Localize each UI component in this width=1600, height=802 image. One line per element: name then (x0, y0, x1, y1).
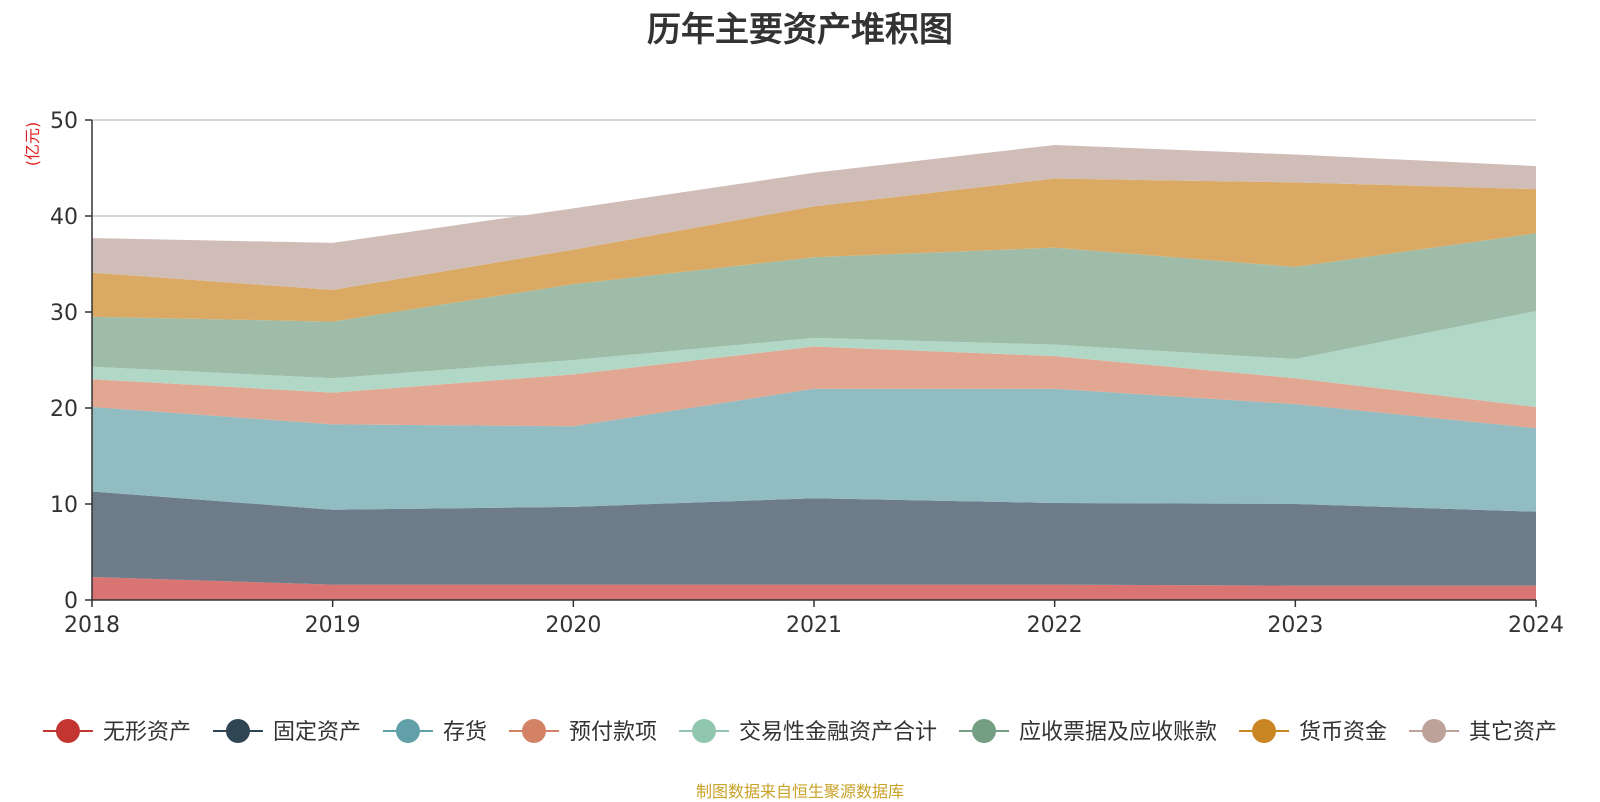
x-tick-label-2023: 2023 (1267, 613, 1323, 638)
legend-item-1[interactable]: 固定资产 (212, 719, 361, 745)
source-note: 制图数据来自恒生聚源数据库 (695, 782, 904, 801)
legend-item-6[interactable]: 货币资金 (1239, 719, 1387, 745)
y-tick-label-10: 10 (50, 493, 78, 518)
legend-marker-1 (225, 719, 250, 743)
area-series-7[interactable] (92, 144, 1536, 290)
x-tick-label-2021: 2021 (786, 613, 842, 638)
legend-item-7[interactable]: 其它资产 (1409, 719, 1557, 745)
y-tick-label-50: 50 (50, 109, 78, 134)
legend-item-4[interactable]: 交易性金融资产合计 (679, 719, 937, 745)
area-series-6[interactable] (92, 178, 1536, 322)
axes: 0 10 20 30 40 50 2018 2019 2020 2021 2022 2023 2024 (50, 109, 1564, 638)
legend-item-0[interactable]: 无形资产 (42, 719, 191, 745)
legend-marker-5 (972, 719, 997, 743)
area-series-layer (92, 144, 1536, 600)
x-tick-label-2024: 2024 (1508, 613, 1564, 638)
y-tick-label-30: 30 (50, 301, 78, 326)
legend-label-1: 固定资产 (273, 720, 361, 745)
area-series-0[interactable] (92, 576, 1536, 600)
y-tick-label-20: 20 (50, 397, 78, 422)
x-tick-label-2020: 2020 (545, 613, 601, 638)
legend-marker-2 (395, 719, 420, 743)
legend-item-5[interactable]: 应收票据及应收账款 (959, 719, 1217, 745)
x-tick-label-2022: 2022 (1027, 613, 1083, 638)
legend-label-5: 应收票据及应收账款 (1019, 720, 1217, 745)
x-tick-label-2019: 2019 (305, 613, 361, 638)
area-series-3[interactable] (92, 346, 1536, 429)
legend-item-2[interactable]: 存货 (382, 719, 487, 745)
legend-marker-6 (1252, 719, 1277, 743)
legend-item-3[interactable]: 预付款项 (508, 719, 657, 745)
area-series-5[interactable] (92, 233, 1536, 379)
legend[interactable]: 无形资产 固定资产 存货 预付款项 交易性金融资产合计 应收票据及应收账款 货币资金 其它资产 (42, 719, 1557, 745)
legend-label-7: 其它资产 (1469, 720, 1557, 745)
y-tick-label-40: 40 (50, 205, 78, 230)
area-series-4[interactable] (92, 311, 1536, 408)
legend-label-0: 无形资产 (103, 720, 191, 745)
legend-label-6: 货币资金 (1299, 720, 1387, 745)
area-series-2[interactable] (92, 388, 1536, 512)
legend-marker-4 (692, 719, 716, 743)
legend-marker-0 (55, 719, 80, 743)
legend-label-3: 预付款项 (569, 720, 657, 745)
legend-label-4: 交易性金融资产合计 (739, 720, 937, 745)
x-tick-label-2018: 2018 (64, 613, 120, 638)
y-tick-label-0: 0 (64, 589, 78, 614)
chart-title: 历年主要资产堆积图 (647, 10, 953, 50)
legend-label-2: 存货 (443, 720, 487, 745)
area-series-1[interactable] (92, 491, 1536, 586)
legend-marker-3 (521, 719, 546, 743)
legend-marker-7 (1422, 719, 1447, 743)
y-axis-unit-label: (亿元) (23, 122, 42, 167)
